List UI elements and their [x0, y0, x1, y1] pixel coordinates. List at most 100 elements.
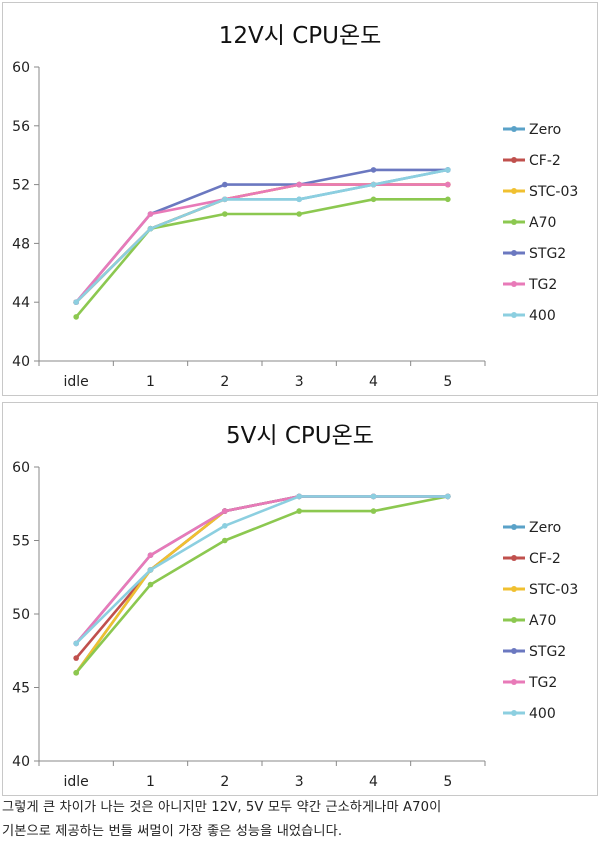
data-point-400 [445, 167, 451, 173]
series-line-a70 [75, 198, 448, 318]
legend-label: A70 [529, 215, 556, 231]
x-tick-label: 3 [295, 374, 304, 390]
series-line-400 [75, 495, 448, 645]
x-tick-label: 2 [220, 374, 229, 390]
legend-item-stg2: STG2 [503, 644, 566, 660]
data-point-400 [222, 196, 228, 203]
legend-label: CF-2 [529, 153, 561, 169]
legend-item-cf-2: CF-2 [503, 153, 561, 169]
data-point-400 [296, 196, 302, 203]
data-point-400 [147, 567, 154, 573]
data-point-a70 [222, 537, 228, 544]
series-line-tg2 [75, 495, 448, 645]
legend-label: STG2 [529, 644, 566, 660]
legend-marker [511, 524, 517, 530]
data-point-400 [370, 181, 377, 188]
legend-marker [511, 250, 517, 256]
legend-marker [511, 679, 517, 685]
legend-marker [511, 281, 517, 287]
caption-text: 그렇게 큰 차이가 나는 것은 아니지만 12V, 5V 모두 약간 근소하게나… [2, 796, 598, 844]
legend-label: STC-03 [529, 184, 578, 200]
y-tick-label: 52 [12, 178, 30, 194]
data-point-400 [147, 225, 154, 232]
series-line-400 [75, 168, 449, 304]
series-line-tg2 [75, 183, 448, 304]
legend-label: TG2 [528, 277, 557, 293]
x-tick-label: 3 [295, 774, 304, 790]
legend-label: 400 [529, 706, 556, 722]
data-point-a70 [445, 196, 451, 203]
data-point-400 [445, 493, 451, 500]
y-tick-label: 40 [12, 754, 30, 770]
legend-marker [511, 617, 517, 623]
x-tick-label: 5 [443, 374, 452, 390]
x-tick-label: 1 [146, 374, 155, 390]
x-tick-label: 1 [146, 774, 155, 790]
caption-line-2: 기본으로 제공하는 번들 써멀이 가장 좋은 성능을 내었습니다. [2, 824, 343, 839]
y-tick-label: 40 [12, 354, 30, 370]
legend-marker [511, 126, 517, 132]
data-point-tg2 [147, 211, 154, 217]
data-point-stg2 [370, 167, 377, 173]
data-point-tg2 [147, 552, 154, 558]
series-line-stg2 [75, 495, 448, 645]
legend-item-400: 400 [503, 308, 556, 324]
data-point-400 [222, 523, 228, 529]
legend-item-stc-03: STC-03 [503, 184, 578, 200]
y-tick-label: 55 [12, 534, 30, 550]
data-point-400 [370, 493, 377, 500]
data-point-cf-2 [73, 655, 79, 661]
x-tick-label: 4 [369, 774, 378, 790]
legend-label: 400 [529, 308, 556, 324]
legend-label: Zero [529, 122, 561, 138]
y-tick-label: 50 [12, 607, 30, 623]
legend-marker [511, 586, 517, 592]
y-tick-label: 44 [12, 295, 30, 311]
legend-item-cf-2: CF-2 [503, 551, 561, 567]
x-tick-label: idle [64, 774, 89, 790]
legend-marker [511, 188, 517, 194]
series-line-stc-03 [75, 183, 448, 304]
data-point-tg2 [222, 508, 228, 514]
legend-item-zero: Zero [503, 122, 561, 138]
y-tick-label: 60 [12, 460, 30, 476]
x-tick-label: idle [64, 374, 89, 390]
legend-label: A70 [529, 613, 556, 629]
series-line-stc-03 [75, 495, 448, 674]
chart-title: 12V시 CPU온도 [219, 23, 382, 49]
data-point-tg2 [296, 181, 302, 188]
legend-marker [511, 555, 517, 561]
series-line-zero [75, 495, 448, 674]
legend-marker [511, 648, 517, 654]
data-point-400 [296, 493, 302, 500]
legend-label: STC-03 [529, 582, 578, 598]
chart-5v-cpu-temp: 5V시 CPU온도 40 45 50 55 60 idle 1 2 3 4 5 Zero CF-2 STC-… [2, 402, 598, 796]
y-tick-label: 60 [12, 60, 30, 76]
y-tick-label: 48 [12, 236, 30, 252]
legend-item-a70: A70 [503, 215, 556, 231]
data-point-tg2 [445, 181, 451, 188]
legend-label: Zero [529, 520, 561, 536]
x-tick-label: 5 [443, 774, 452, 790]
data-point-a70 [370, 196, 377, 203]
legend-item-stc-03: STC-03 [503, 582, 578, 598]
series-line-cf-2 [75, 183, 448, 304]
chart-12v-svg: 12V시 CPU온도 40 44 48 52 56 60 idle 1 2 3 4 5 Zero CF-2 S… [12, 23, 578, 390]
data-point-400 [73, 299, 79, 306]
legend-item-tg2: TG2 [503, 675, 557, 691]
data-point-400 [73, 640, 79, 647]
data-point-a70 [73, 670, 79, 676]
legend-label: STG2 [529, 246, 566, 262]
data-point-a70 [296, 508, 302, 514]
data-point-a70 [370, 508, 377, 514]
legend-item-zero: Zero [503, 520, 561, 536]
caption-line-1: 그렇게 큰 차이가 나는 것은 아니지만 12V, 5V 모두 약간 근소하게나… [2, 800, 442, 815]
legend-marker [511, 219, 517, 225]
data-point-a70 [222, 211, 228, 217]
legend-marker [511, 710, 517, 716]
y-tick-label: 56 [12, 119, 30, 135]
legend-label: CF-2 [529, 551, 561, 567]
data-point-a70 [296, 211, 302, 217]
chart-12v-cpu-temp: 12V시 CPU온도 40 44 48 52 56 60 idle 1 2 3 4 5 Zero CF-2 S… [2, 2, 598, 396]
